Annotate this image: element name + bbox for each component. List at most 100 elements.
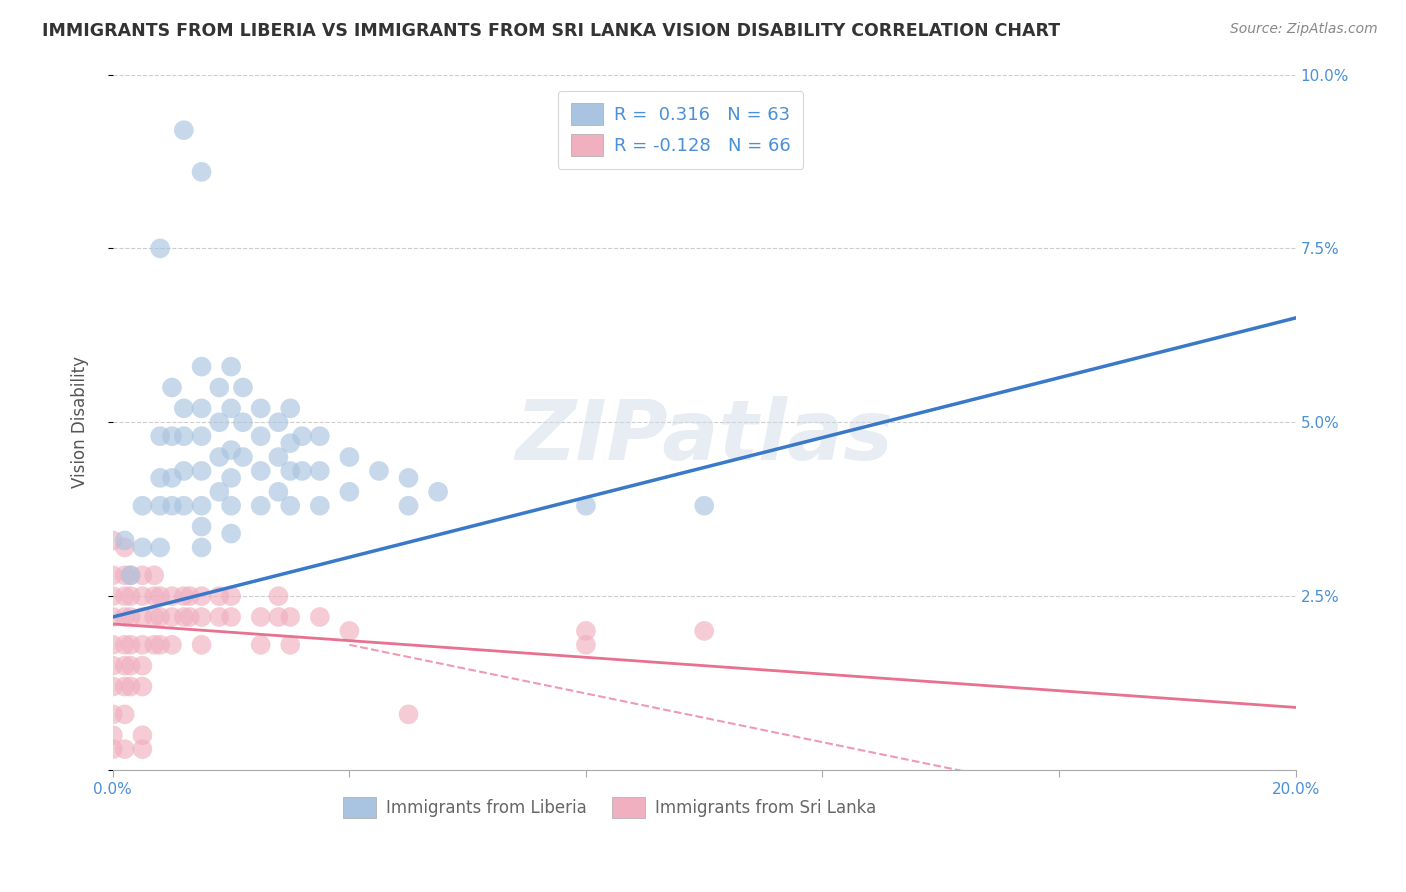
Point [131, 610, 153, 624]
Point [149, 610, 172, 624]
Point [398, 499, 420, 513]
Point [368, 464, 391, 478]
Point [278, 436, 301, 450]
Point [101, 742, 124, 756]
Point [278, 464, 301, 478]
Point [179, 589, 201, 603]
Point [173, 610, 195, 624]
Point [308, 464, 330, 478]
Text: ZIPatlas: ZIPatlas [515, 396, 893, 476]
Point [219, 499, 242, 513]
Point [149, 241, 172, 255]
Point [219, 401, 242, 416]
Point [179, 610, 201, 624]
Point [173, 499, 195, 513]
Point [278, 638, 301, 652]
Point [249, 401, 271, 416]
Point [114, 638, 136, 652]
Point [149, 471, 172, 485]
Point [160, 471, 183, 485]
Point [190, 359, 212, 374]
Point [149, 638, 172, 652]
Point [131, 589, 153, 603]
Legend: Immigrants from Liberia, Immigrants from Sri Lanka: Immigrants from Liberia, Immigrants from… [336, 790, 883, 824]
Point [267, 484, 290, 499]
Point [190, 638, 212, 652]
Point [190, 499, 212, 513]
Point [120, 568, 142, 582]
Point [291, 464, 314, 478]
Point [249, 464, 271, 478]
Text: IMMIGRANTS FROM LIBERIA VS IMMIGRANTS FROM SRI LANKA VISION DISABILITY CORRELATI: IMMIGRANTS FROM LIBERIA VS IMMIGRANTS FR… [42, 22, 1060, 40]
Point [160, 589, 183, 603]
Point [339, 450, 361, 464]
Point [120, 658, 142, 673]
Point [101, 589, 124, 603]
Point [160, 499, 183, 513]
Point [219, 443, 242, 458]
Point [575, 638, 598, 652]
Y-axis label: Vision Disability: Vision Disability [72, 356, 89, 488]
Point [427, 484, 450, 499]
Point [143, 610, 166, 624]
Point [131, 499, 153, 513]
Point [219, 359, 242, 374]
Point [114, 658, 136, 673]
Point [101, 610, 124, 624]
Point [249, 429, 271, 443]
Point [693, 624, 716, 638]
Point [131, 680, 153, 694]
Point [249, 610, 271, 624]
Point [267, 450, 290, 464]
Point [190, 589, 212, 603]
Point [114, 610, 136, 624]
Point [308, 610, 330, 624]
Point [339, 624, 361, 638]
Point [114, 742, 136, 756]
Point [173, 123, 195, 137]
Point [278, 401, 301, 416]
Point [278, 610, 301, 624]
Point [114, 707, 136, 722]
Point [398, 707, 420, 722]
Point [143, 568, 166, 582]
Point [219, 471, 242, 485]
Point [190, 429, 212, 443]
Point [160, 380, 183, 394]
Point [267, 589, 290, 603]
Point [190, 610, 212, 624]
Point [339, 484, 361, 499]
Point [232, 380, 254, 394]
Point [149, 541, 172, 555]
Point [114, 589, 136, 603]
Point [398, 471, 420, 485]
Point [131, 728, 153, 742]
Point [278, 499, 301, 513]
Point [190, 541, 212, 555]
Point [114, 568, 136, 582]
Point [208, 450, 231, 464]
Point [120, 680, 142, 694]
Text: Source: ZipAtlas.com: Source: ZipAtlas.com [1230, 22, 1378, 37]
Point [208, 610, 231, 624]
Point [249, 638, 271, 652]
Point [219, 526, 242, 541]
Point [101, 680, 124, 694]
Point [120, 589, 142, 603]
Point [693, 499, 716, 513]
Point [120, 638, 142, 652]
Point [291, 429, 314, 443]
Point [190, 519, 212, 533]
Point [120, 610, 142, 624]
Point [190, 401, 212, 416]
Point [160, 610, 183, 624]
Point [131, 742, 153, 756]
Point [149, 429, 172, 443]
Point [208, 589, 231, 603]
Point [114, 680, 136, 694]
Point [232, 415, 254, 429]
Point [160, 638, 183, 652]
Point [219, 589, 242, 603]
Point [219, 610, 242, 624]
Point [101, 728, 124, 742]
